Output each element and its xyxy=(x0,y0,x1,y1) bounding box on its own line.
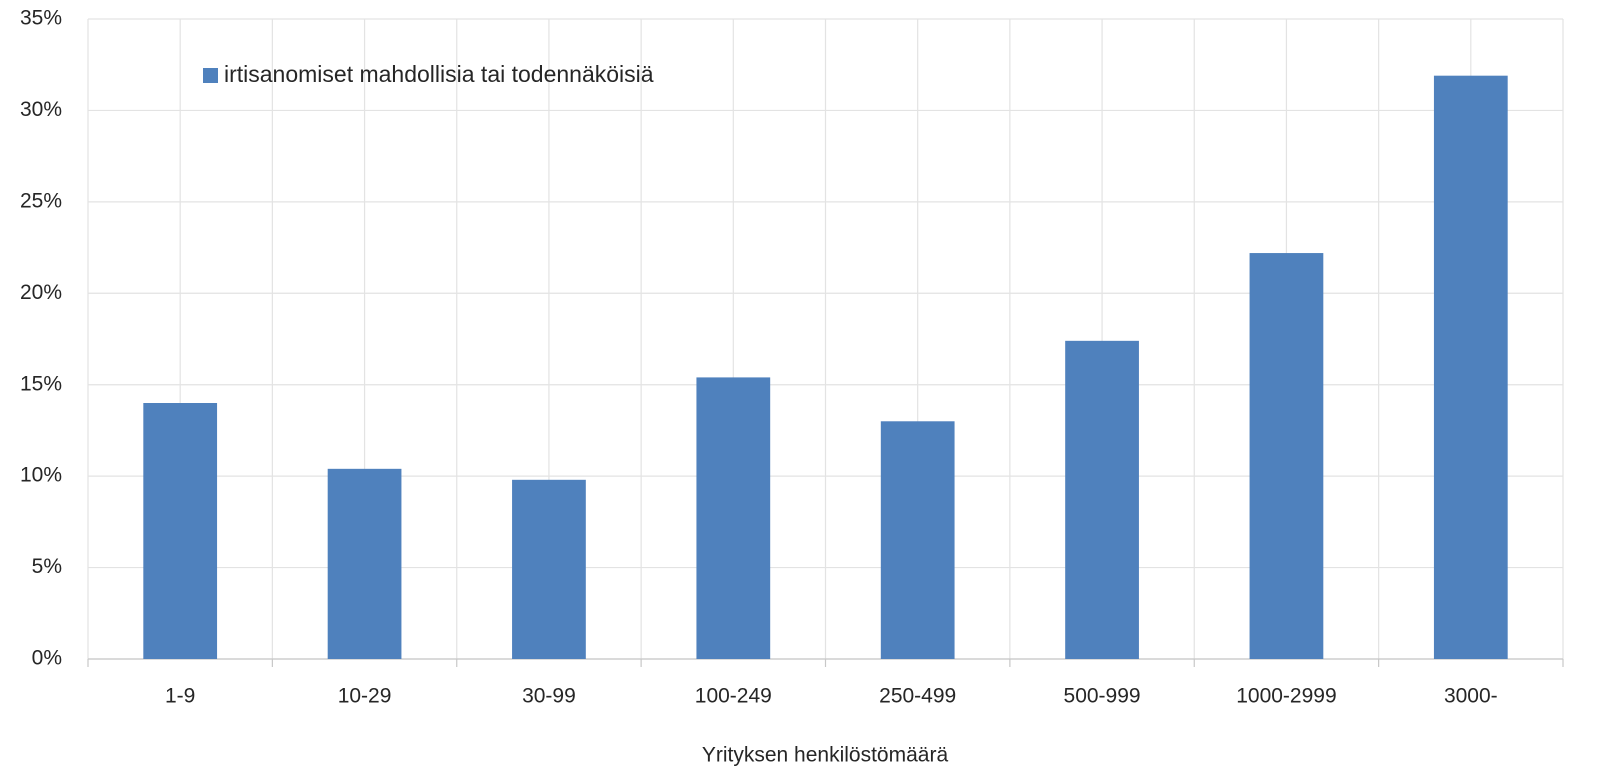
bar xyxy=(1065,340,1139,659)
y-tick-label: 15% xyxy=(20,372,62,395)
x-axis-title: Yrityksen henkilöstömäärä xyxy=(702,744,949,767)
y-tick-label: 20% xyxy=(20,281,62,304)
bar xyxy=(327,468,402,659)
y-tick-label: 25% xyxy=(20,189,62,212)
bar xyxy=(143,403,218,659)
x-tick-label: 10-29 xyxy=(338,685,392,708)
bar xyxy=(1249,253,1324,660)
y-tick-label: 0% xyxy=(32,647,62,670)
y-tick-label: 10% xyxy=(20,464,62,487)
y-tick-label: 5% xyxy=(32,555,62,578)
bar xyxy=(880,421,955,659)
x-tick-label: 500-999 xyxy=(1064,685,1141,708)
legend-label: irtisanomiset mahdollisia tai todennäköi… xyxy=(224,61,654,87)
bar xyxy=(696,377,771,659)
x-tick-label: 1000-2999 xyxy=(1236,685,1336,708)
y-tick-label: 30% xyxy=(20,98,62,121)
x-tick-label: 250-499 xyxy=(879,685,956,708)
x-tick-label: 1-9 xyxy=(165,685,195,708)
x-tick-label: 30-99 xyxy=(522,685,576,708)
bar xyxy=(512,479,586,659)
x-tick-label: 3000- xyxy=(1444,685,1498,708)
bar xyxy=(1433,75,1508,659)
x-tick-label: 100-249 xyxy=(695,685,772,708)
y-tick-label: 35% xyxy=(20,7,62,30)
legend-swatch xyxy=(203,68,218,83)
